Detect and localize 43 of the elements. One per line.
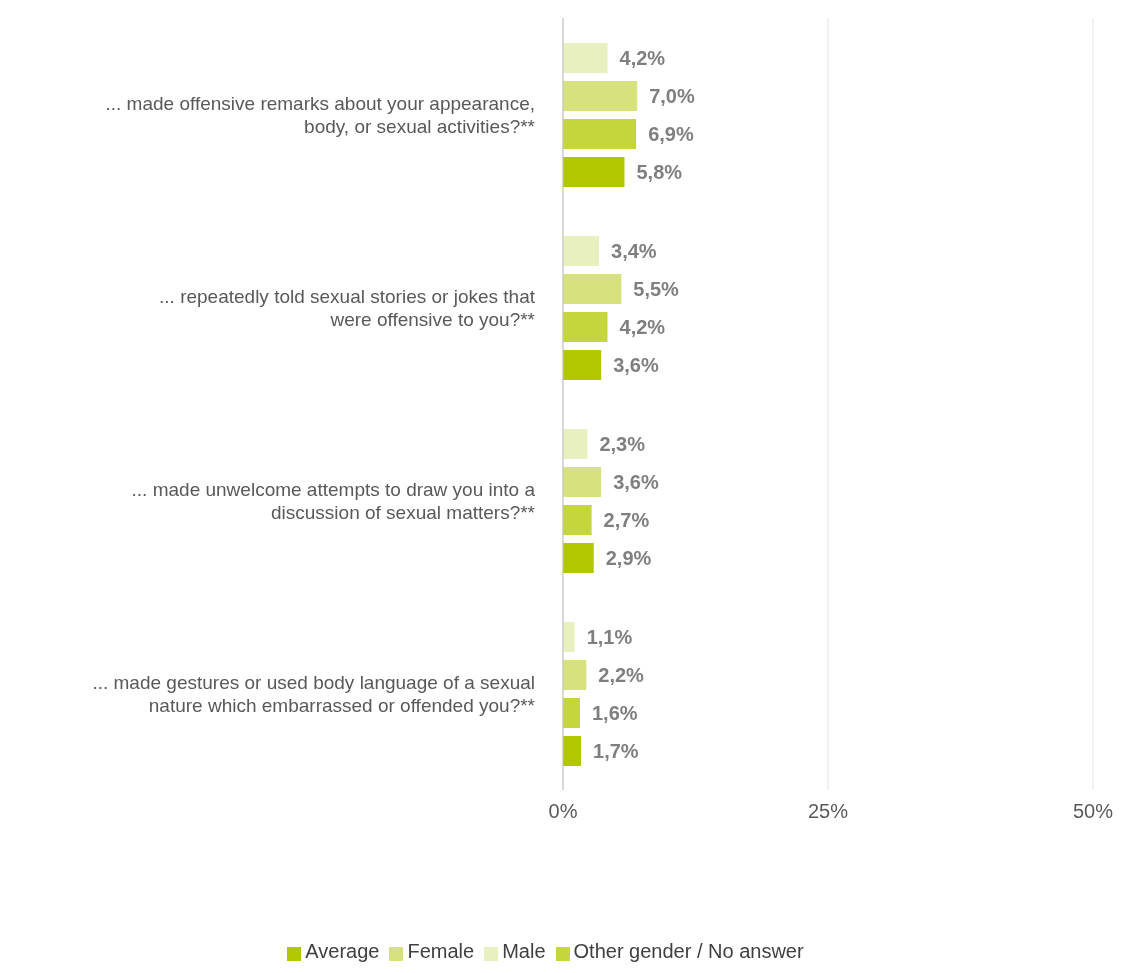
y-tick-label: ... repeatedly told sexual stories or jokes that were offensive to you?** bbox=[159, 285, 536, 330]
data-label: 5,8% bbox=[636, 161, 683, 183]
bar bbox=[563, 698, 580, 728]
bar bbox=[563, 467, 602, 497]
data-label: 4,2% bbox=[619, 316, 666, 338]
data-label: 3,4% bbox=[611, 240, 657, 262]
y-tick-label: ... made unwelcome attempts to draw you into a discussion of sexual matters?** bbox=[131, 478, 536, 523]
bar bbox=[563, 505, 592, 535]
y-tick-label: ... made gestures or used body language of a sexual nature which embarrassed or offended you?** bbox=[92, 671, 536, 716]
x-tick-label: 50% bbox=[1072, 800, 1114, 823]
bar bbox=[563, 622, 575, 652]
data-label: 7,0% bbox=[649, 85, 695, 107]
data-label: 6,9% bbox=[648, 123, 694, 145]
data-label: 5,5% bbox=[633, 278, 680, 300]
bar bbox=[563, 81, 638, 111]
data-label: 3,6% bbox=[613, 354, 659, 376]
data-label: 2,9% bbox=[605, 547, 652, 569]
data-label: 1,7% bbox=[593, 740, 639, 762]
legend-label: Other gender / No answer bbox=[573, 940, 804, 962]
bar bbox=[563, 236, 600, 266]
bar bbox=[563, 274, 622, 304]
data-label: 4,2% bbox=[619, 47, 666, 69]
legend-label: Average bbox=[305, 940, 380, 962]
data-label: 2,2% bbox=[598, 664, 645, 686]
legend-label: Female bbox=[407, 940, 475, 962]
data-label: 1,6% bbox=[591, 702, 638, 724]
bar bbox=[563, 43, 608, 73]
bar bbox=[563, 543, 594, 573]
x-tick-label: 25% bbox=[807, 800, 849, 823]
bar bbox=[563, 429, 588, 459]
bar bbox=[563, 350, 602, 380]
legend-label: Male bbox=[502, 940, 546, 962]
x-tick-label: 0% bbox=[548, 800, 578, 823]
y-tick-label: ... made offensive remarks about your appearance, body, or sexual activities?** bbox=[105, 92, 536, 137]
bar bbox=[563, 157, 625, 187]
bar bbox=[563, 736, 582, 766]
bar bbox=[563, 119, 637, 149]
bar bbox=[563, 660, 587, 690]
data-label: 2,3% bbox=[599, 433, 646, 455]
data-label: 1,1% bbox=[586, 626, 633, 648]
data-label: 3,6% bbox=[613, 471, 659, 493]
bar bbox=[563, 312, 608, 342]
data-label: 2,7% bbox=[603, 509, 650, 531]
